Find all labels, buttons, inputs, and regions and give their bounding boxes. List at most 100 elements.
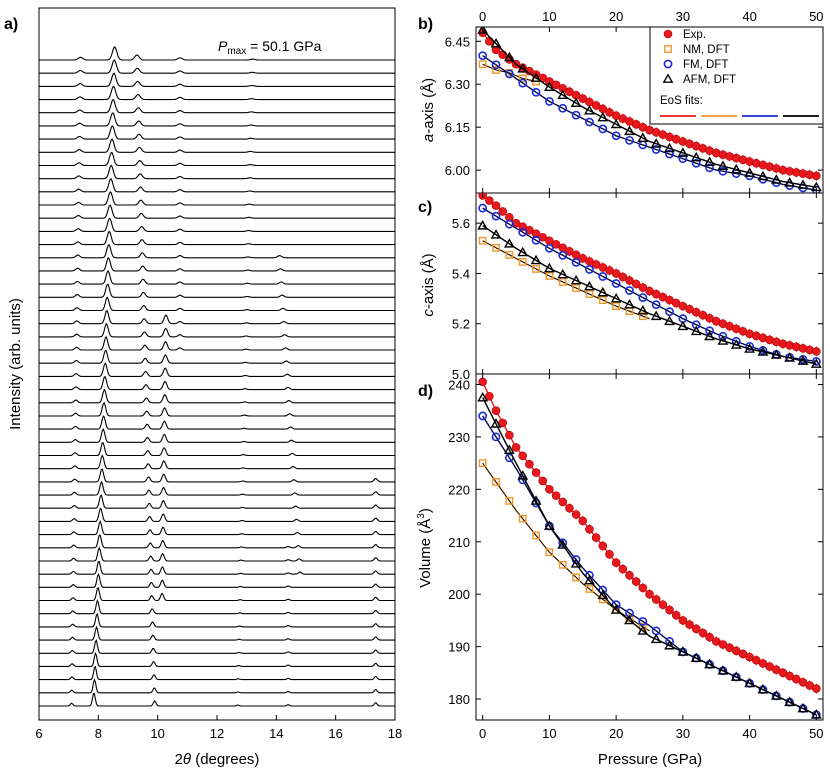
volume-point-exp <box>605 550 614 559</box>
volume-point-exp <box>585 524 594 534</box>
c-axis-point-nm <box>572 284 580 292</box>
xrd-x-tick-label: 6 <box>35 726 42 741</box>
legend-eos-label: EoS fits: <box>660 95 703 107</box>
a-axis-point-afm <box>757 170 769 181</box>
c-axis-point-afm <box>730 339 742 349</box>
a-axis-fit-overlay <box>482 63 537 82</box>
volume-point-nm <box>545 548 554 557</box>
c-axis-panel: 5.0 5.2 5.4 5.6 c-axis (Å) <box>420 192 824 382</box>
c-axis-point-nm <box>505 250 514 259</box>
c-axis-y-tick-label: 5.4 <box>452 266 470 281</box>
xrd-pattern <box>39 442 395 457</box>
a-axis-point-afm <box>677 147 689 157</box>
xrd-pattern <box>39 72 395 87</box>
a-axis-point-exp <box>578 94 588 103</box>
volume-point-exp <box>698 628 708 638</box>
volume-point-exp <box>611 558 621 568</box>
volume-point-afm <box>637 625 649 635</box>
volume-point-fm <box>638 617 648 626</box>
volume-point-exp <box>491 406 501 415</box>
c-axis-point-afm <box>597 286 609 297</box>
c-axis-point-afm <box>557 268 569 279</box>
xrd-pattern <box>39 244 395 259</box>
a-axis-point-nm <box>478 60 487 69</box>
top-x-tick-label: 20 <box>609 9 623 24</box>
volume-point-afm <box>557 539 569 549</box>
volume-point-afm <box>677 646 689 656</box>
volume-point-nm <box>585 585 594 593</box>
xrd-pattern <box>39 322 395 338</box>
a-axis-point-afm <box>650 138 662 148</box>
a-axis-y-tick-label: 6.15 <box>445 120 470 135</box>
volume-point-fm <box>491 432 501 442</box>
xrd-panel: 6 8 10 12 14 16 18 Pmax = 50.1 GPa 2θ (degrees… <box>7 7 402 768</box>
c-axis-point-afm <box>664 315 675 326</box>
volume-plot-frame <box>475 373 824 721</box>
c-axis-point-fm <box>598 272 608 281</box>
xrd-pattern <box>39 468 395 483</box>
volume-point-afm <box>757 683 769 694</box>
xrd-pattern <box>39 561 395 575</box>
volume-panel: 180 190 200 210 220 230 240 0 10 20 30 40 50 Volume … <box>416 373 824 768</box>
c-axis-y-tick-label: 5.6 <box>452 216 470 231</box>
a-axis-point-fm <box>545 97 554 106</box>
c-axis-point-nm <box>585 290 594 298</box>
c-axis-point-fm <box>651 300 661 310</box>
a-axis-point-exp <box>605 107 614 117</box>
xrd-x-tick-label: 14 <box>269 726 283 741</box>
xrd-pattern <box>39 639 395 654</box>
legend-entry-label: AFM, DFT <box>683 74 736 86</box>
xrd-pattern <box>39 178 395 193</box>
a-axis-point-afm <box>624 125 635 136</box>
volume-point-exp <box>525 459 534 469</box>
xrd-pattern <box>39 612 395 628</box>
xrd-pattern <box>39 217 395 232</box>
xrd-pattern <box>39 296 395 312</box>
volume-point-exp <box>665 605 674 615</box>
c-axis-point-nm <box>638 312 647 321</box>
c-axis-point-exp <box>631 279 641 289</box>
a-axis-point-exp <box>551 80 561 90</box>
a-axis-y-label: a-axis (Å) <box>420 78 437 142</box>
volume-point-exp <box>705 632 714 642</box>
c-axis-point-afm <box>503 238 515 248</box>
c-axis-eos-fit-line <box>482 194 817 353</box>
xrd-x-axis-label: 2θ (degrees) <box>175 751 260 768</box>
volume-point-nm <box>558 560 567 569</box>
c-axis-point-nm <box>612 302 621 311</box>
legend-marker <box>663 59 673 69</box>
xrd-pattern <box>39 230 395 246</box>
c-axis-point-fm <box>625 286 634 295</box>
volume-point-exp <box>631 577 641 586</box>
volume-y-tick-label: 240 <box>448 377 470 392</box>
xrd-patterns <box>39 46 395 707</box>
a-axis-point-fm <box>558 103 568 113</box>
a-axis-point-nm <box>492 66 500 74</box>
volume-point-exp <box>671 610 681 620</box>
c-axis-point-fm <box>491 211 501 221</box>
a-axis-point-fm <box>691 158 701 168</box>
c-axis-point-afm <box>624 298 635 309</box>
xrd-pattern <box>39 85 395 101</box>
xrd-pattern <box>39 546 395 562</box>
volume-point-exp <box>485 391 494 401</box>
c-axis-fit-overlay <box>482 207 817 362</box>
xrd-x-ticks: 6 8 10 12 14 16 18 <box>35 715 402 741</box>
c-axis-point-afm <box>650 310 662 321</box>
xrd-pattern <box>39 98 395 114</box>
pmax-annotation: Pmax = 50.1 GPa <box>218 38 322 57</box>
c-axis-point-fm <box>531 235 541 245</box>
xrd-pattern <box>39 112 395 127</box>
a-axis-fit-overlay <box>482 55 817 191</box>
c-axis-point-fm <box>545 243 554 253</box>
xrd-pattern <box>39 693 395 707</box>
xrd-pattern <box>39 164 395 180</box>
xrd-pattern <box>39 507 395 522</box>
a-axis-point-exp <box>545 77 554 86</box>
volume-point-exp <box>625 571 634 580</box>
c-axis-y-tick-label: 5.2 <box>452 317 470 332</box>
xrd-pattern <box>39 256 395 272</box>
volume-point-exp <box>578 516 588 526</box>
volume-point-exp <box>505 430 514 440</box>
xrd-pattern <box>39 572 395 588</box>
